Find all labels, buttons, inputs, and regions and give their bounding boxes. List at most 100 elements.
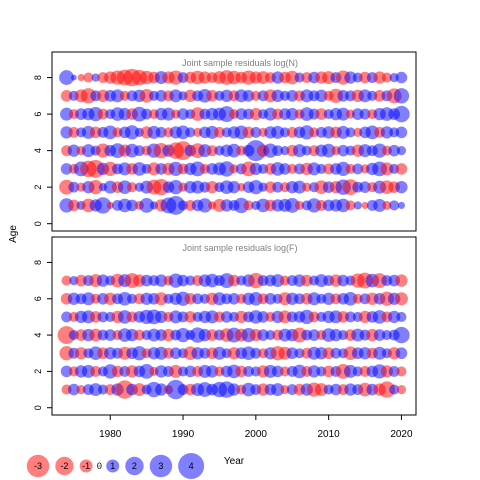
log-f-bubble xyxy=(220,311,233,323)
log-f-x-tick-label: 1980 xyxy=(99,429,122,440)
log-n-bubble xyxy=(68,199,80,212)
log-f-bubble xyxy=(133,329,145,341)
log-f-bubble xyxy=(97,311,109,323)
log-f-bubble xyxy=(228,274,240,287)
log-n-bubble xyxy=(190,161,206,177)
legend-bubble xyxy=(149,454,173,478)
log-f-bubble xyxy=(81,292,95,306)
log-n-bubble xyxy=(242,90,255,102)
log-f-bubble xyxy=(330,347,342,359)
log-f-bubble xyxy=(264,292,277,305)
log-n-bubble xyxy=(293,180,307,194)
log-n-bubble xyxy=(380,126,394,139)
x-axis-label: Year xyxy=(224,456,245,467)
log-n-y-tick-label: 8 xyxy=(33,75,43,80)
log-n-bubble xyxy=(315,89,328,103)
log-n-bubble xyxy=(395,163,408,175)
log-f-bubble xyxy=(394,292,408,306)
log-n-bubble xyxy=(380,162,394,176)
legend-label: 0 xyxy=(97,461,102,471)
log-f-bubble xyxy=(104,329,117,341)
legend-bubble xyxy=(106,459,120,473)
log-f-bubble xyxy=(343,364,357,378)
log-f-bubble xyxy=(300,274,313,287)
log-f-y-axis: 0 2 4 6 8 xyxy=(33,260,53,410)
legend-label: -1 xyxy=(82,461,90,471)
log-n-bubble xyxy=(358,89,372,103)
log-n-bubble xyxy=(286,107,299,121)
log-f-bubble xyxy=(177,274,189,287)
log-n-bubble xyxy=(393,105,410,123)
log-n-bubble xyxy=(60,90,73,102)
log-n-bubble xyxy=(83,72,94,83)
log-n-bubble xyxy=(103,125,118,140)
log-n-bubble xyxy=(315,108,328,120)
log-n-bubble xyxy=(161,107,175,121)
log-n-bubble xyxy=(227,180,241,194)
log-n-bubble xyxy=(345,127,356,138)
log-n-bubble xyxy=(272,145,284,157)
log-f-bubble xyxy=(243,365,254,377)
legend-label: 4 xyxy=(189,461,194,471)
legend-bubble xyxy=(79,459,93,473)
log-f-bubble xyxy=(90,365,102,377)
log-f-bubble xyxy=(271,365,284,378)
log-n-bubble xyxy=(97,108,109,120)
log-f-bubble xyxy=(308,329,320,341)
log-f-bubble xyxy=(57,326,76,345)
log-f-bubble xyxy=(345,311,356,323)
log-f-bubbles xyxy=(57,272,410,400)
log-f-bubble xyxy=(227,383,241,396)
log-n-bubble xyxy=(243,200,254,211)
log-n-bubble xyxy=(271,125,285,139)
legend-label: 2 xyxy=(132,461,137,471)
log-n-y-axis: 0 2 4 6 8 xyxy=(33,75,53,226)
y-axis-label: Age xyxy=(8,225,19,243)
log-n-bubble xyxy=(393,88,410,104)
log-n-bubble xyxy=(382,200,392,211)
log-n-bubble xyxy=(206,90,218,102)
log-f-bubble xyxy=(154,292,168,306)
legend-bubble xyxy=(98,465,101,467)
log-n-bubble xyxy=(294,200,305,211)
legend-bubble xyxy=(26,454,50,478)
log-n-bubble xyxy=(169,89,183,103)
log-n-bubble xyxy=(219,161,235,177)
log-f-bubble xyxy=(396,311,407,322)
log-n-panel-title: Joint sample residuals log(N) xyxy=(182,58,298,68)
log-n-bubble xyxy=(395,126,408,139)
log-f-bubble xyxy=(396,384,407,395)
log-f-bubble xyxy=(271,274,285,288)
log-n-bubble xyxy=(321,143,336,158)
log-f-bubble xyxy=(132,383,146,397)
log-n-bubble xyxy=(293,144,307,158)
log-n-bubble xyxy=(126,199,138,212)
log-f-bubble xyxy=(373,346,387,360)
log-f-bubble xyxy=(307,365,321,378)
log-f-bubble xyxy=(389,384,400,395)
log-f-bubble xyxy=(314,383,328,397)
log-n-bubble xyxy=(139,89,154,103)
log-n-bubble xyxy=(206,145,218,157)
log-n-bubble xyxy=(381,72,392,83)
log-n-bubble xyxy=(373,198,387,212)
log-n-bubble xyxy=(359,108,371,120)
log-n-bubble xyxy=(307,162,321,176)
log-n-bubble xyxy=(68,181,80,193)
log-n-bubble xyxy=(197,198,213,213)
log-n-bubble xyxy=(111,89,125,103)
log-f-x-axis: 1980 1990 2000 2010 2020 xyxy=(99,414,413,440)
log-f-bubble xyxy=(155,383,168,396)
log-f-bubble xyxy=(61,275,72,286)
log-f-bubble xyxy=(271,383,285,397)
log-n-bubble xyxy=(336,161,351,177)
log-f-bubble xyxy=(89,383,103,397)
log-f-bubble xyxy=(117,291,132,306)
log-n-y-tick-label: 6 xyxy=(33,112,43,117)
log-n-bubble xyxy=(106,201,114,209)
legend-label: -2 xyxy=(60,461,68,471)
log-n-bubble xyxy=(166,196,186,215)
log-n-bubble xyxy=(285,70,300,85)
log-f-bubble xyxy=(192,293,204,305)
log-f-x-tick-label: 2020 xyxy=(390,429,413,440)
